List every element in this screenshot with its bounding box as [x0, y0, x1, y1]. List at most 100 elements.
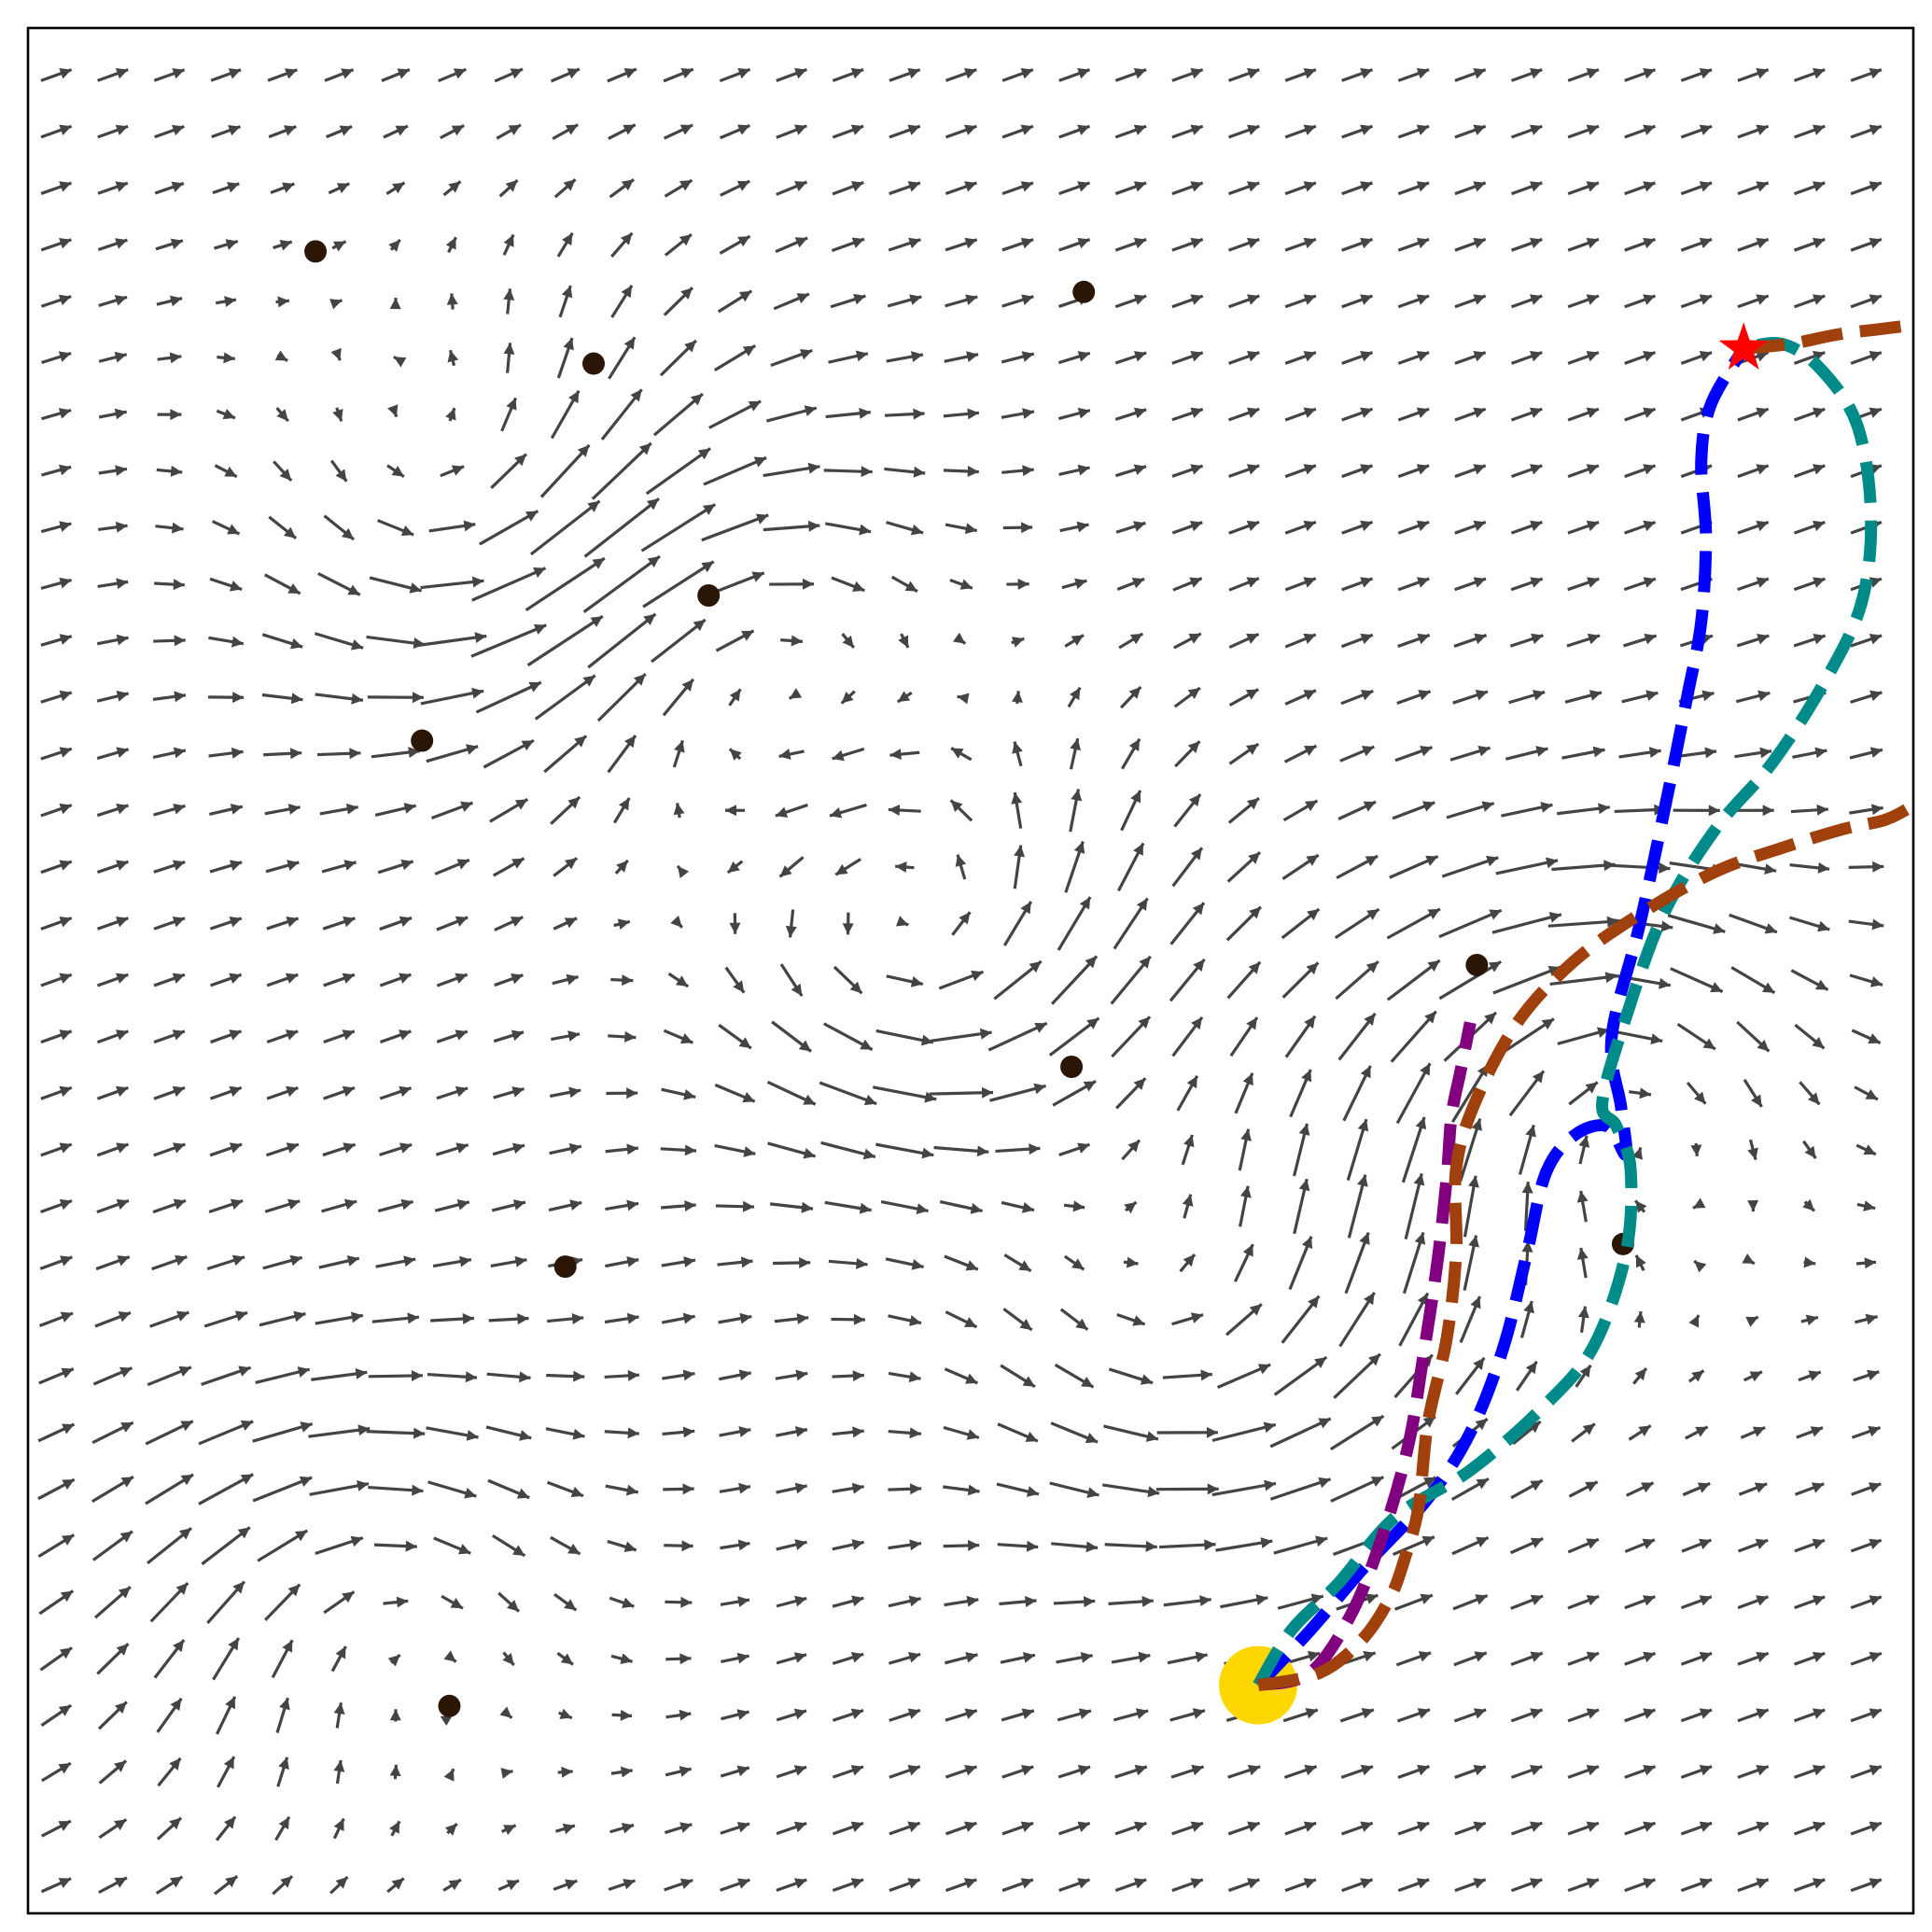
- vector-arrow: [1568, 1480, 1599, 1498]
- arrow-head: [741, 630, 754, 641]
- arrow-head: [1529, 124, 1543, 135]
- arrow-head: [1264, 1479, 1277, 1491]
- arrow-head: [1869, 68, 1882, 79]
- vector-arrow: [1114, 124, 1147, 139]
- arrow-head: [1863, 1200, 1876, 1211]
- vector-arrow: [1341, 407, 1374, 422]
- vector-arrow: [665, 1653, 692, 1665]
- arrow-head: [729, 749, 742, 762]
- vector-arrow: [1510, 1478, 1544, 1500]
- vector-arrow: [1173, 793, 1202, 828]
- arrow-head: [1303, 181, 1316, 192]
- arrow-head: [909, 294, 922, 305]
- vector-arrow: [151, 1254, 188, 1271]
- arrow-head: [1357, 1174, 1368, 1187]
- vector-arrow: [328, 182, 350, 195]
- arrow-head: [1643, 407, 1656, 418]
- arrow-head: [863, 1094, 877, 1106]
- arrow-head: [278, 1816, 289, 1830]
- arrow-head: [670, 915, 682, 928]
- arrow-head: [1139, 956, 1151, 969]
- vector-arrow: [1061, 578, 1087, 590]
- arrow-head: [1364, 1013, 1376, 1027]
- arrow-shaft: [1438, 959, 1503, 1001]
- arrow-head: [1255, 1594, 1268, 1605]
- arrow-head: [1586, 1821, 1599, 1832]
- arrow-head: [791, 983, 803, 997]
- arrow-head: [333, 1702, 345, 1715]
- vector-arrow: [1633, 1310, 1645, 1328]
- arrow-head: [286, 916, 299, 928]
- arrow-head: [514, 1255, 527, 1267]
- arrow-head: [1525, 1125, 1536, 1138]
- arrow-head: [395, 125, 408, 136]
- arrow-head: [1697, 1482, 1711, 1493]
- vector-arrow: [1284, 1821, 1317, 1836]
- vector-arrow: [724, 966, 746, 994]
- arrow-head: [1473, 407, 1486, 418]
- arrow-head: [329, 299, 343, 310]
- vector-arrow: [1394, 1593, 1434, 1611]
- arrow-head: [399, 916, 413, 928]
- arrow-head: [964, 1317, 977, 1327]
- arrow-head: [1812, 1765, 1826, 1776]
- vector-arrow: [1623, 633, 1658, 648]
- arrow-head: [445, 408, 456, 421]
- vector-arrow: [1567, 1651, 1600, 1666]
- arrow-head: [568, 1142, 581, 1155]
- vector-arrow: [443, 1650, 457, 1663]
- vector-arrow: [211, 124, 241, 139]
- vector-arrow: [832, 1765, 864, 1779]
- vector-arrow: [1171, 68, 1204, 82]
- arrow-head: [851, 237, 864, 248]
- vector-arrow: [605, 1256, 639, 1268]
- arrow-head: [223, 352, 235, 364]
- arrow-head: [229, 860, 243, 871]
- vector-arrow: [97, 181, 129, 195]
- arrow-head: [1476, 1536, 1489, 1547]
- vector-arrow: [1001, 1200, 1035, 1213]
- vector-arrow: [1001, 237, 1034, 252]
- vector-arrow: [608, 1030, 637, 1043]
- arrow-head: [680, 287, 693, 300]
- vector-arrow: [1498, 1017, 1555, 1057]
- vector-arrow: [1459, 1118, 1482, 1182]
- arrow-head: [229, 1142, 243, 1154]
- arrow-head: [172, 917, 186, 928]
- vector-arrow: [1339, 745, 1375, 763]
- vector-arrow: [1737, 237, 1770, 252]
- arrow-head: [1704, 747, 1717, 759]
- vector-arrow: [720, 1596, 750, 1607]
- vector-arrow: [553, 857, 579, 877]
- vector-arrow: [889, 1708, 921, 1722]
- vector-arrow: [385, 181, 406, 195]
- vector-arrow: [824, 522, 872, 536]
- vector-arrow: [1567, 68, 1600, 82]
- vector-arrow: [377, 519, 414, 537]
- arrow-head: [1416, 1821, 1430, 1832]
- arrow-head: [1635, 1254, 1646, 1268]
- arrow-shaft: [1549, 974, 1617, 987]
- vector-arrow: [1171, 181, 1204, 196]
- arrow-head: [1022, 1376, 1035, 1387]
- arrow-head: [682, 1369, 695, 1381]
- vector-arrow: [1568, 1081, 1599, 1106]
- vector-arrow: [266, 1085, 299, 1100]
- arrow-head: [565, 124, 579, 135]
- arrow-head: [170, 238, 183, 250]
- arrow-head: [533, 623, 547, 635]
- arrow-head: [227, 182, 240, 193]
- vector-arrow: [604, 1312, 639, 1324]
- vector-arrow: [1293, 1123, 1310, 1177]
- vector-arrow: [1284, 520, 1317, 535]
- vector-arrow: [1567, 1821, 1600, 1836]
- vector-arrow: [600, 388, 643, 441]
- arrow-head: [389, 1709, 401, 1721]
- vector-arrow: [1058, 237, 1091, 252]
- arrow-head: [1473, 1821, 1486, 1832]
- vector-arrow: [386, 464, 405, 479]
- vector-arrow: [1114, 237, 1147, 252]
- vector-arrow: [1181, 1134, 1195, 1166]
- vector-arrow: [1624, 407, 1657, 422]
- vector-arrow: [1341, 237, 1374, 252]
